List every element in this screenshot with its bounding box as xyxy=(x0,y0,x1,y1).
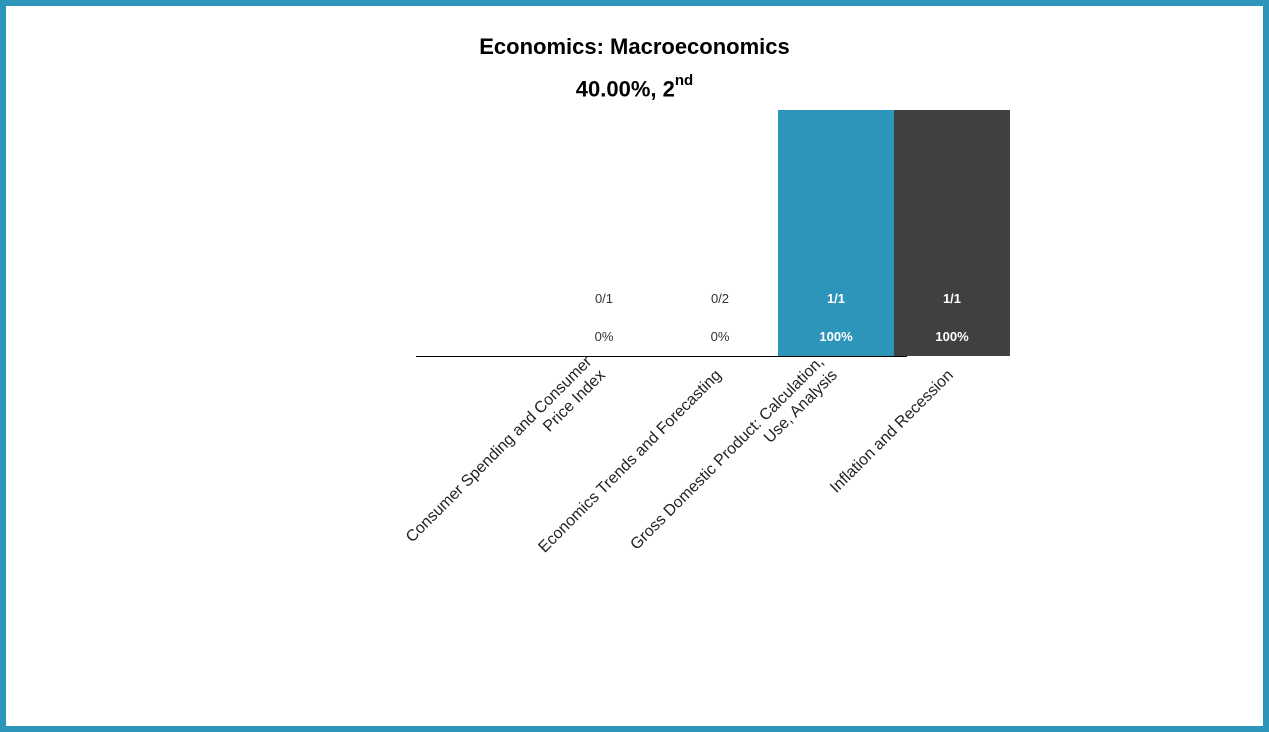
bar-2 xyxy=(778,110,894,356)
percent-label-0: 0% xyxy=(595,329,614,344)
category-label-2-line-0: Gross Domestic Product: Calculation, xyxy=(627,353,827,553)
fraction-label-0: 0/1 xyxy=(595,291,613,306)
chart-subtitle: 40.00%, 2nd xyxy=(0,70,1269,102)
chart-title: Economics: Macroeconomics xyxy=(479,34,790,59)
category-label-3: Inflation and Recession xyxy=(827,367,957,497)
percent-label-1: 0% xyxy=(711,329,730,344)
fraction-label-1: 0/2 xyxy=(711,291,729,306)
chart-subtitle-score: 40.00%, 2 xyxy=(575,76,675,102)
percent-label-2: 100% xyxy=(819,329,853,344)
category-label-0: Consumer Spending and ConsumerPrice Inde… xyxy=(403,353,609,559)
category-label-3-line-0: Inflation and Recession xyxy=(827,367,957,497)
category-label-2: Gross Domestic Product: Calculation,Use,… xyxy=(627,353,840,566)
fraction-label-2: 1/1 xyxy=(827,291,845,306)
chart-subtitle-suffix: nd xyxy=(674,72,694,89)
bar-3 xyxy=(894,110,1010,356)
percent-label-3: 100% xyxy=(935,329,969,344)
fraction-label-3: 1/1 xyxy=(943,291,961,306)
